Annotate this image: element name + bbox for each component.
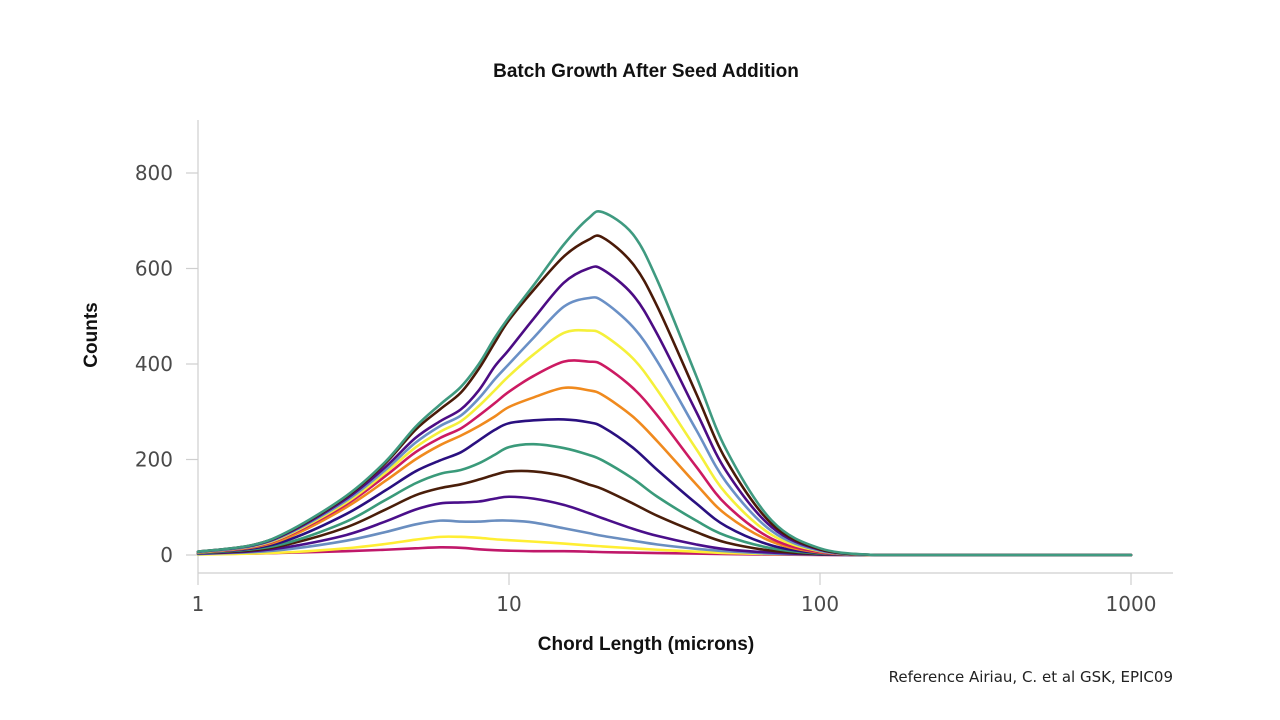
y-axis-title: Counts [81,302,102,367]
x-axis-title: Chord Length (microns) [538,634,754,655]
y-tick-label: 800 [135,161,173,185]
y-tick-label: 400 [135,352,173,376]
series-group [196,209,1133,557]
x-tick-label: 1000 [1106,592,1157,616]
x-tick-label: 10 [496,592,521,616]
y-tick-label: 200 [135,448,173,472]
y-tick-group: 0 200 400 600 800 [135,161,198,567]
y-tick-label: 600 [135,257,173,281]
chart-title: Batch Growth After Seed Addition [493,61,799,82]
y-tick-label: 0 [160,543,173,567]
reference-note: Reference Airiau, C. et al GSK, EPIC09 [889,668,1173,686]
x-tick-label: 1 [192,592,205,616]
series-line-7 [196,418,1133,557]
series-line-10 [196,328,1133,557]
x-tick-group: 1 10 100 1000 [192,573,1157,616]
x-tick-label: 100 [801,592,839,616]
series-line-14 [196,209,1133,557]
